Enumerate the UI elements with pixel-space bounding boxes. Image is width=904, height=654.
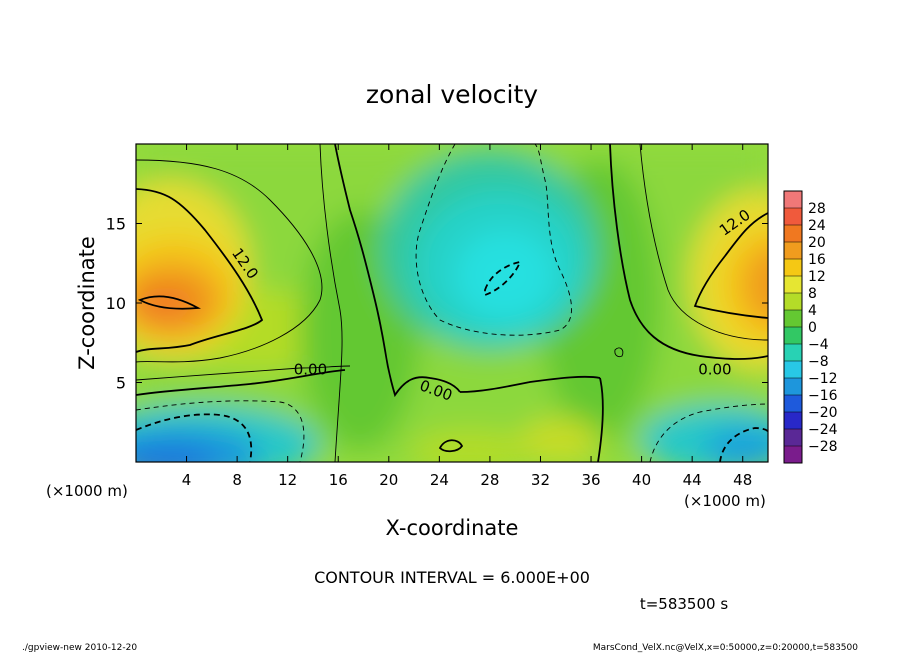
colorbar-swatch — [784, 446, 802, 464]
contour-label: 0.00 — [294, 361, 327, 379]
colorbar-swatch — [784, 276, 802, 294]
colorbar-swatch — [784, 293, 802, 311]
colorbar-label: 28 — [808, 201, 826, 217]
colorbar-swatch — [784, 208, 802, 226]
colorbar-swatch — [784, 429, 802, 447]
colorbar-swatch — [784, 310, 802, 328]
y-tick-label: 15 — [106, 215, 126, 234]
colorbar-swatch — [784, 412, 802, 430]
plot-area — [136, 144, 768, 462]
colorbar-label: −24 — [808, 422, 838, 438]
x-tick-label: 40 — [632, 471, 651, 489]
x-tick-label: 24 — [430, 471, 449, 489]
footer-left: ./gpview-new 2010-12-20 — [22, 643, 137, 653]
colorbar-label: −4 — [808, 337, 829, 353]
chart-title: zonal velocity — [366, 80, 538, 109]
colorbar-label: −20 — [808, 405, 838, 421]
y-axis: 5 10 15 — [106, 215, 768, 393]
colorbar-swatch — [784, 395, 802, 413]
colorbar-label: −8 — [808, 354, 829, 370]
x-tick-label: 12 — [278, 471, 297, 489]
time-stamp: t=583500 s — [640, 595, 728, 613]
colorbar-label: 8 — [808, 286, 817, 302]
colorbar-swatch — [784, 361, 802, 379]
colorbar-label: −16 — [808, 388, 838, 404]
x-unit-right: (×1000 m) — [684, 492, 766, 510]
colorbar-swatch — [784, 242, 802, 260]
colorbar-label: 16 — [808, 252, 826, 268]
y-tick-label: 5 — [116, 374, 126, 393]
x-tick-label: 32 — [531, 471, 550, 489]
colorbar-swatch — [784, 327, 802, 345]
y-axis-label: Z-coordinate — [75, 236, 99, 370]
colorbar-label: 0 — [808, 320, 817, 336]
footer-right: MarsCond_VelX.nc@VelX,x=0:50000,z=0:2000… — [593, 643, 858, 653]
colorbar-label: 12 — [808, 269, 826, 285]
colorbar-label: −12 — [808, 371, 838, 387]
colorbar-label: 20 — [808, 235, 826, 251]
x-unit-left: (×1000 m) — [46, 482, 128, 500]
colorbar-swatch — [784, 259, 802, 277]
colorbar-label: 4 — [808, 303, 817, 319]
x-tick-label: 48 — [733, 471, 752, 489]
colorbar-label: 24 — [808, 218, 826, 234]
colorbar-swatch — [784, 191, 802, 209]
colorbar-label: −28 — [808, 439, 838, 455]
x-axis: 4 8 12 16 20 24 28 32 36 40 44 48 — [182, 144, 752, 489]
colorbar-swatch — [784, 225, 802, 243]
x-axis-label: X-coordinate — [386, 516, 519, 540]
x-tick-label: 4 — [182, 471, 192, 489]
colorbar-swatch — [784, 344, 802, 362]
x-tick-label: 16 — [329, 471, 348, 489]
colorbar-swatch — [784, 378, 802, 396]
y-tick-label: 10 — [106, 294, 126, 313]
x-tick-label: 44 — [683, 471, 702, 489]
contour-label: 0.00 — [698, 361, 731, 379]
x-tick-label: 8 — [232, 471, 242, 489]
x-tick-label: 36 — [581, 471, 600, 489]
contour-lines — [136, 144, 768, 462]
x-tick-label: 20 — [379, 471, 398, 489]
x-tick-label: 28 — [480, 471, 499, 489]
contour-interval: CONTOUR INTERVAL = 6.000E+00 — [314, 568, 590, 587]
